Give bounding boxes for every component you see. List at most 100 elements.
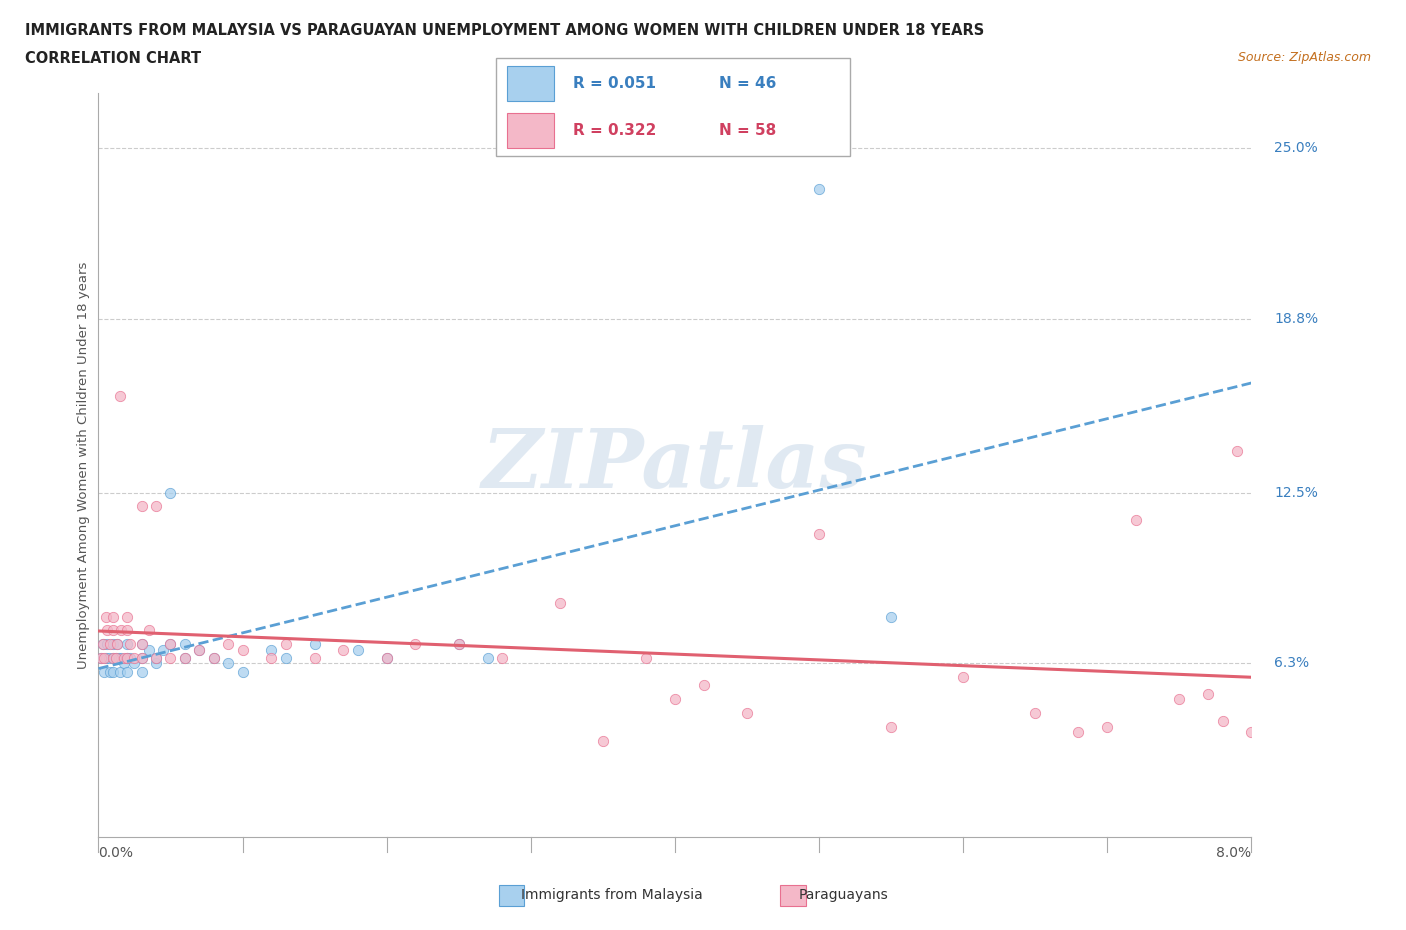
Point: [735, 706, 758, 721]
Point: [375, 650, 398, 665]
Point: [131, 498, 153, 513]
Point: [93, 664, 115, 679]
Point: [117, 650, 138, 665]
Point: [1240, 724, 1263, 739]
Point: [274, 650, 297, 665]
Point: [101, 664, 124, 679]
Point: [592, 733, 614, 748]
Point: [152, 643, 174, 658]
Y-axis label: Unemployment Among Women with Children Under 18 years: Unemployment Among Women with Children U…: [77, 261, 90, 669]
Point: [96, 637, 118, 652]
Point: [138, 643, 160, 658]
Point: [110, 623, 132, 638]
Point: [120, 650, 142, 665]
Point: [1067, 724, 1090, 739]
Point: [131, 650, 153, 665]
Text: 25.0%: 25.0%: [1274, 141, 1319, 155]
Point: [117, 623, 138, 638]
Text: 8.0%: 8.0%: [1216, 846, 1251, 860]
Point: [90, 650, 112, 665]
Point: [1211, 714, 1234, 729]
Point: [1097, 719, 1119, 734]
Point: [101, 609, 124, 624]
Point: [405, 637, 427, 652]
Point: [304, 637, 326, 652]
Point: [138, 623, 160, 638]
Point: [260, 643, 283, 658]
Point: [346, 643, 368, 658]
Text: ZIPatlas: ZIPatlas: [482, 425, 868, 505]
Text: R = 0.322: R = 0.322: [572, 123, 655, 138]
Point: [131, 650, 153, 665]
Point: [110, 650, 132, 665]
Point: [260, 650, 283, 665]
Point: [952, 670, 974, 684]
Point: [117, 650, 138, 665]
Point: [1024, 706, 1046, 721]
Point: [117, 664, 138, 679]
Point: [117, 637, 138, 652]
Point: [124, 656, 146, 671]
Point: [491, 650, 513, 665]
Text: N = 58: N = 58: [718, 123, 776, 138]
Point: [98, 637, 121, 652]
Point: [105, 637, 128, 652]
Point: [96, 623, 118, 638]
Text: 12.5%: 12.5%: [1274, 485, 1319, 499]
Text: N = 46: N = 46: [718, 76, 776, 91]
Point: [98, 664, 121, 679]
Point: [91, 637, 114, 652]
FancyBboxPatch shape: [506, 113, 554, 148]
Point: [664, 692, 686, 707]
Point: [131, 637, 153, 652]
Point: [202, 650, 225, 665]
Point: [231, 664, 254, 679]
Point: [117, 609, 138, 624]
Point: [188, 643, 211, 658]
Point: [120, 637, 142, 652]
Point: [105, 637, 128, 652]
Text: Source: ZipAtlas.com: Source: ZipAtlas.com: [1237, 51, 1371, 64]
Point: [112, 656, 135, 671]
Point: [90, 650, 112, 665]
Point: [693, 678, 716, 693]
Point: [145, 498, 167, 513]
Point: [880, 609, 903, 624]
Point: [93, 650, 115, 665]
Point: [159, 485, 181, 500]
Point: [304, 650, 326, 665]
Point: [97, 650, 120, 665]
Point: [159, 637, 181, 652]
Point: [1197, 686, 1219, 701]
Point: [231, 643, 254, 658]
Text: Immigrants from Malaysia: Immigrants from Malaysia: [520, 887, 703, 902]
Point: [159, 650, 181, 665]
Point: [217, 656, 239, 671]
Point: [131, 637, 153, 652]
Point: [124, 650, 146, 665]
Point: [159, 637, 181, 652]
Point: [145, 650, 167, 665]
Point: [217, 637, 239, 652]
Text: R = 0.051: R = 0.051: [572, 76, 655, 91]
Point: [94, 650, 117, 665]
Point: [104, 650, 127, 665]
Point: [1168, 692, 1191, 707]
Point: [94, 609, 117, 624]
Point: [101, 623, 124, 638]
Point: [91, 637, 114, 652]
Point: [807, 182, 830, 197]
Point: [548, 595, 571, 610]
Text: CORRELATION CHART: CORRELATION CHART: [25, 51, 201, 66]
Point: [375, 650, 398, 665]
Point: [636, 650, 658, 665]
Text: Paraguayans: Paraguayans: [799, 887, 889, 902]
Point: [332, 643, 354, 658]
Point: [1226, 444, 1249, 458]
Point: [202, 650, 225, 665]
Point: [477, 650, 499, 665]
Point: [117, 650, 138, 665]
Point: [188, 643, 211, 658]
Text: 6.3%: 6.3%: [1274, 657, 1309, 671]
Point: [131, 664, 153, 679]
